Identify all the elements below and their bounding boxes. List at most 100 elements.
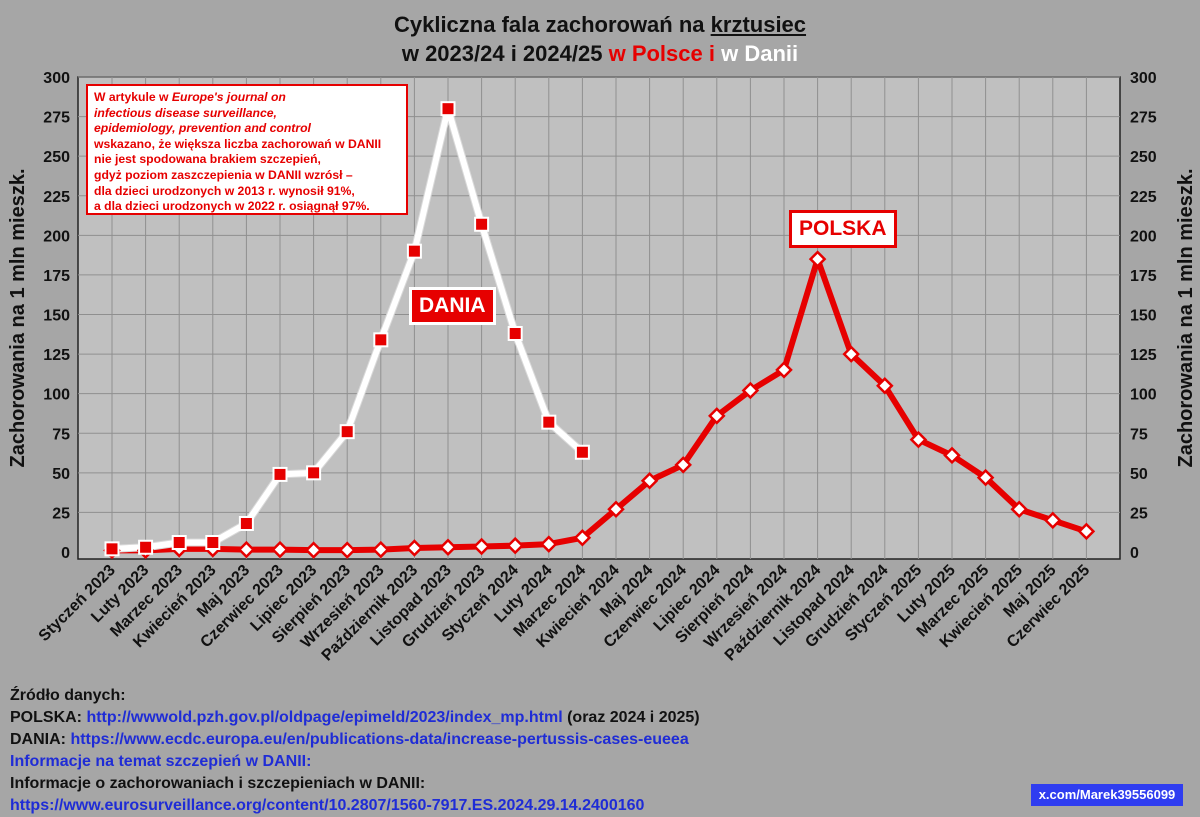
y-tick-label: 125 bbox=[43, 347, 70, 364]
y-tick-label: 50 bbox=[52, 466, 70, 483]
title-and: i bbox=[708, 41, 715, 66]
author-credit-badge[interactable]: x.com/Marek39556099 bbox=[1031, 784, 1183, 806]
polska-point bbox=[573, 528, 592, 547]
y-tick-label: 0 bbox=[1130, 545, 1139, 562]
y-axis-title-right: Zachorowania na 1 mln mieszk. bbox=[1175, 169, 1197, 468]
eurosurveillance-link[interactable]: https://www.eurosurveillance.org/content… bbox=[10, 797, 645, 814]
y-tick-label: 250 bbox=[43, 149, 70, 166]
polska-point bbox=[976, 468, 995, 487]
polska-point bbox=[439, 538, 457, 557]
title-denmark: w Danii bbox=[721, 41, 799, 66]
polska-point bbox=[708, 407, 726, 425]
y-tick-label: 100 bbox=[1130, 387, 1157, 404]
series-layer bbox=[103, 101, 1096, 560]
info-line: Informacje o zachorowaniach i szczepieni… bbox=[10, 775, 426, 792]
dania-point bbox=[306, 465, 322, 481]
dania-point bbox=[373, 332, 389, 348]
dania-point bbox=[507, 326, 523, 341]
polska-point bbox=[237, 540, 256, 559]
y-tick-label: 75 bbox=[1130, 426, 1148, 443]
dania-point bbox=[406, 243, 422, 259]
source-pl-note: (oraz 2024 i 2025) bbox=[567, 709, 700, 726]
title-years: w 2023/24 i 2024/25 bbox=[401, 41, 603, 66]
polska-point bbox=[506, 536, 524, 555]
dania-point bbox=[574, 444, 590, 460]
polska-point bbox=[842, 345, 860, 363]
title-prefix: Cykliczna fala zachorowań na bbox=[393, 12, 705, 37]
note-line-8: dla dzieci urodzonych w 2013 r. wynosił … bbox=[94, 183, 355, 198]
polska-point bbox=[640, 471, 659, 490]
polska-point bbox=[775, 361, 793, 379]
polska-point bbox=[909, 430, 928, 449]
dania-point bbox=[171, 535, 187, 550]
y-tick-label: 175 bbox=[43, 268, 70, 285]
y-tick-label: 300 bbox=[43, 70, 70, 87]
polska-point bbox=[741, 381, 760, 400]
y-tick-label: 150 bbox=[1130, 308, 1157, 325]
dania-series-label: DANIA bbox=[409, 287, 496, 325]
polska-point bbox=[808, 250, 827, 268]
y-tick-label: 300 bbox=[1130, 70, 1157, 87]
note-line-6: nie jest spodowana brakiem szczepień, bbox=[94, 152, 321, 167]
note-journal-b: infectious disease surveillance, bbox=[94, 105, 277, 120]
note-journal-a: Europe's journal on bbox=[171, 90, 286, 104]
title-line-2: w 2023/24 i 2024/25 w Polsce i w Danii bbox=[0, 39, 1200, 68]
dania-point bbox=[440, 101, 456, 117]
dania-point bbox=[339, 424, 355, 440]
polska-point bbox=[674, 456, 692, 474]
y-tick-label: 25 bbox=[52, 505, 70, 522]
data-sources: Źródło danych: POLSKA: http://wwwold.pzh… bbox=[10, 685, 1010, 817]
y-tick-label: 275 bbox=[43, 110, 70, 127]
title-poland: w Polsce bbox=[608, 41, 703, 66]
y-tick-label: 75 bbox=[52, 426, 70, 443]
y-tick-label: 25 bbox=[1130, 505, 1148, 522]
dania-point bbox=[474, 216, 490, 232]
y-tick-label: 175 bbox=[1130, 268, 1157, 285]
source-dk-link[interactable]: https://www.ecdc.europa.eu/en/publicatio… bbox=[70, 731, 689, 748]
dania-point bbox=[205, 535, 221, 550]
polska-point bbox=[607, 500, 625, 519]
y-axis-title-left: Zachorowania na 1 mln mieszk. bbox=[7, 169, 29, 468]
vaccination-info-link[interactable]: Informacje na temat szczepień w DANII: bbox=[10, 753, 312, 770]
source-pl-link[interactable]: http://wwwold.pzh.gov.pl/oldpage/epimeld… bbox=[86, 709, 563, 726]
chart-title: Cykliczna fala zachorowań na krztusiec w… bbox=[0, 10, 1200, 68]
y-tick-label: 200 bbox=[43, 228, 70, 245]
y-tick-label: 225 bbox=[43, 189, 70, 206]
note-intro: W artykule w bbox=[94, 90, 169, 104]
polska-point bbox=[1010, 500, 1028, 519]
polska-point bbox=[472, 537, 491, 556]
polska-point bbox=[338, 541, 356, 559]
source-dk-label: DANIA: bbox=[10, 731, 66, 748]
polska-point bbox=[304, 541, 323, 559]
y-axis-left: 0 25 50 75 100 125 150 175 200 225 250 275 300 bbox=[43, 70, 70, 562]
polska-point bbox=[943, 446, 961, 465]
y-tick-label: 0 bbox=[61, 545, 70, 562]
dania-point bbox=[541, 414, 557, 430]
annotation-box: W artykule w Europe's journal on infecti… bbox=[86, 84, 408, 215]
polska-point bbox=[540, 535, 558, 553]
dania-point bbox=[238, 516, 254, 531]
polska-point bbox=[372, 540, 390, 559]
polska-point bbox=[405, 539, 424, 557]
source-pl-label: POLSKA: bbox=[10, 709, 82, 726]
polska-point bbox=[876, 376, 894, 395]
polska-series-label: POLSKA bbox=[789, 210, 897, 248]
note-journal-c: epidemiology, prevention and control bbox=[94, 121, 311, 136]
note-line-7: gdyż poziom zaszczepienia w DANII wzrósł… bbox=[94, 167, 353, 182]
y-tick-label: 100 bbox=[43, 387, 70, 404]
polska-point bbox=[1077, 522, 1096, 541]
note-line-5: wskazano, że większa liczba zachorowań w… bbox=[94, 136, 382, 151]
title-line-1: Cykliczna fala zachorowań na krztusiec bbox=[0, 10, 1200, 39]
dania-point bbox=[104, 541, 120, 557]
y-tick-label: 125 bbox=[1130, 347, 1157, 364]
y-tick-label: 50 bbox=[1130, 466, 1148, 483]
polska-point bbox=[271, 540, 289, 559]
note-line-9: a dla dzieci urodzonych w 2022 r. osiągn… bbox=[94, 199, 370, 214]
y-tick-label: 200 bbox=[1130, 228, 1157, 245]
y-tick-label: 275 bbox=[1130, 110, 1157, 127]
title-disease: krztusiec bbox=[710, 12, 807, 37]
dania-point bbox=[272, 466, 288, 482]
y-tick-label: 225 bbox=[1130, 189, 1157, 206]
